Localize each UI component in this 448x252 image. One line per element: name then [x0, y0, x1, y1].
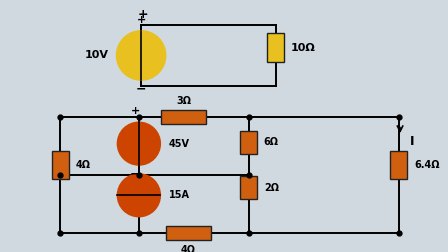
- Text: 6.4Ω: 6.4Ω: [414, 160, 439, 170]
- Text: +: +: [137, 15, 146, 25]
- Bar: [240, 131, 257, 154]
- Text: 4Ω: 4Ω: [76, 160, 90, 170]
- Ellipse shape: [117, 174, 160, 217]
- Text: 10Ω: 10Ω: [291, 43, 315, 53]
- Bar: [52, 151, 69, 179]
- Text: 2Ω: 2Ω: [264, 183, 279, 193]
- Bar: [161, 110, 206, 124]
- Ellipse shape: [117, 122, 160, 165]
- Bar: [390, 151, 407, 179]
- Bar: [166, 226, 211, 240]
- Text: +: +: [138, 8, 149, 21]
- Text: 4Ω: 4Ω: [181, 244, 196, 252]
- Text: 3Ω: 3Ω: [176, 96, 191, 106]
- Text: 10V: 10V: [84, 50, 108, 60]
- Text: −: −: [136, 82, 146, 95]
- Text: +: +: [131, 106, 140, 116]
- Ellipse shape: [116, 31, 166, 80]
- Text: −: −: [130, 167, 141, 180]
- Text: 6Ω: 6Ω: [264, 137, 279, 147]
- Bar: [267, 33, 284, 62]
- Text: I: I: [410, 135, 414, 148]
- Text: 45V: 45V: [168, 139, 190, 149]
- Bar: [240, 176, 257, 199]
- Text: 15A: 15A: [168, 190, 190, 200]
